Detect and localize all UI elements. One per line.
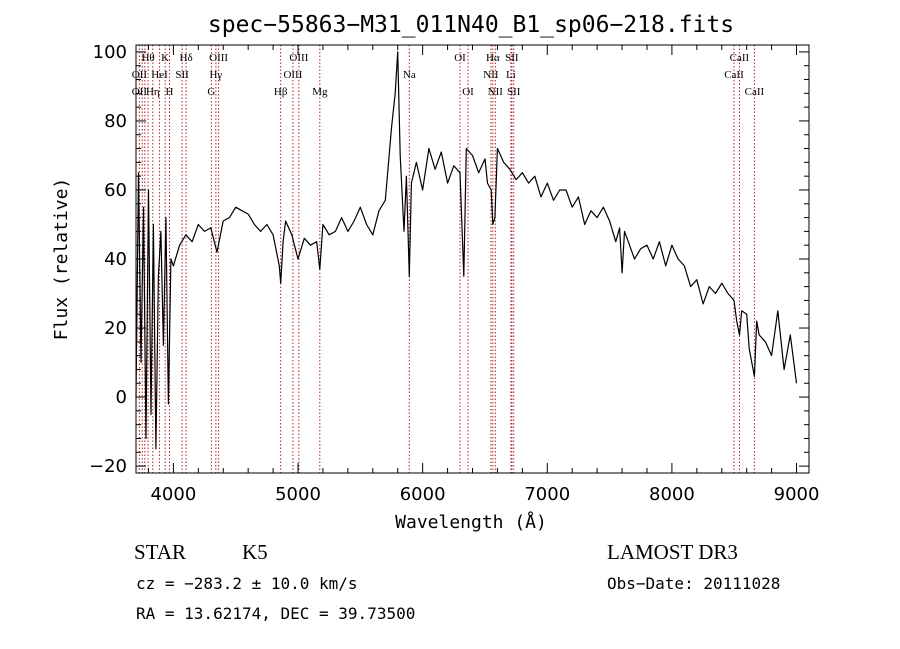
spectral-line-label: SII [507,86,521,98]
spectral-line-label: OI [454,52,466,64]
spectral-line-label: OIII [209,52,228,64]
spectral-line-label: NII [488,86,504,98]
spectral-line-label: Hθ [141,52,154,64]
spectral-line-label: HeI [151,69,168,81]
x-tick-label: 8000 [649,484,695,505]
x-tick-label: 5000 [275,484,321,505]
y-tick-label: 100 [93,42,127,63]
spectral-line-label: Hα [486,52,500,64]
spectral-line-label: CaII [724,69,744,81]
y-tick-label: 60 [104,180,127,201]
spectral-line-label: Hγ [209,69,222,81]
obs-date: Obs−Date: 20111028 [607,574,780,593]
spectral-line-label: H [166,86,174,98]
spectral-line-label: NII [483,69,499,81]
x-tick-label: 4000 [150,484,196,505]
y-tick-label: 80 [104,111,127,132]
x-tick-label: 9000 [774,484,820,505]
y-tick-label: 40 [104,249,127,270]
object-class: STAR [134,540,186,564]
plot-frame [135,44,810,474]
spectral-line-label: SII [175,69,189,81]
y-tick-label: 20 [104,318,127,339]
spectral-line-label: Hδ [180,52,193,64]
spectral-line-label: CaII [745,86,765,98]
spectral-line-label: OI [462,86,474,98]
survey-name: LAMOST DR3 [607,540,738,564]
spectral-line-label: Li [506,69,516,81]
spectral-line-label: OIII [289,52,308,64]
redshift-readout: cz = −283.2 ± 10.0 km/s [136,574,358,593]
spectral-line-label: SII [505,52,519,64]
coordinates: RA = 13.62174, DEC = 39.73500 [136,604,415,623]
y-axis-title: Flux (relative) [51,178,72,341]
spectral-line-label: Mg [312,86,328,98]
y-tick-label: −20 [89,456,127,477]
x-tick-label: 6000 [400,484,446,505]
spectral-line-label: Hβ [274,86,288,98]
spectral-line-label: CaII [730,52,750,64]
subclass: K5 [242,540,268,564]
x-tick-label: 7000 [524,484,570,505]
spectral-line-label: Na [403,69,416,81]
spectral-line-label: Hη [146,86,160,98]
y-tick-label: 0 [116,387,127,408]
spectrum-line [135,51,798,450]
chart-title: spec−55863−M31_011N40_B1_sp06−218.fits [208,12,734,38]
spectral-line-label: OIII [283,69,302,81]
spectral-line-label: G [207,86,215,98]
x-axis-title: Wavelength (Å) [395,511,547,533]
spectral-line-label: K [161,52,169,64]
